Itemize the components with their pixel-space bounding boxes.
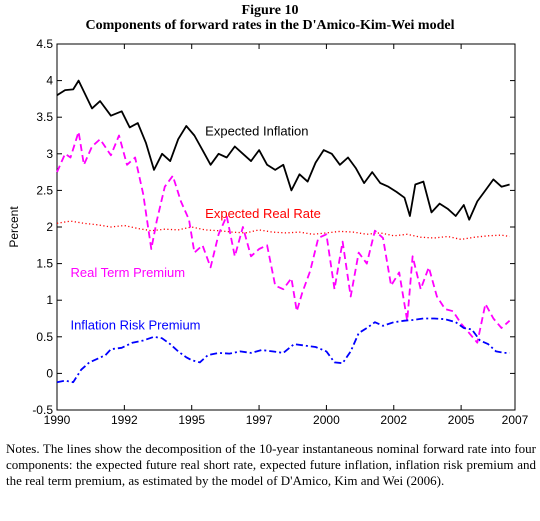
x-tick-label: 1995 (178, 413, 205, 427)
figure-number: Figure 10 (241, 3, 299, 18)
y-tick-label: 1 (46, 293, 53, 307)
y-tick-label: -0.5 (32, 403, 53, 417)
y-axis-ticks: -0.5 0 0.5 1 1.5 2 2.5 3 3.5 4 4.5 (32, 37, 515, 417)
series-label-expected-inflation: Expected Inflation (205, 124, 308, 139)
plot-frame (56, 43, 516, 411)
y-tick-label: 3 (46, 147, 53, 161)
series-label-real-term-premium: Real Term Premium (70, 265, 185, 280)
figure-title: Components of forward rates in the D'Ami… (85, 18, 455, 33)
x-tick-label: 2005 (448, 413, 475, 427)
y-tick-label: 0.5 (36, 330, 53, 344)
x-tick-label: 1992 (111, 413, 138, 427)
series-label-expected-real-rate: Expected Real Rate (205, 206, 321, 221)
series-line-inflation-risk-premium (56, 317, 510, 384)
y-axis-label: Percent (7, 206, 21, 248)
x-tick-label: 2007 (502, 413, 529, 427)
y-tick-label: 3.5 (36, 110, 53, 124)
y-tick-label: 1.5 (36, 257, 53, 271)
series-line-real-term-premium (56, 130, 511, 344)
figure-notes: Notes. The lines show the decomposition … (6, 441, 536, 488)
x-tick-label: 2000 (313, 413, 340, 427)
series-label-inflation-risk-premium: Inflation Risk Premium (70, 317, 200, 332)
x-tick-label: 1990 (44, 413, 71, 427)
y-tick-label: 2 (46, 220, 53, 234)
line-chart: -0.500.511.522.533.544.5 1990 1992 1995 199… (7, 37, 529, 427)
y-tick-label: 0 (46, 366, 53, 380)
series-line-expected-real-rate (56, 220, 510, 241)
series-lines (56, 79, 511, 384)
y-tick-label: 4 (46, 74, 53, 88)
series-labels: Expected Inflation Expected Real Rate Real… (70, 124, 320, 333)
x-tick-label: 1997 (246, 413, 273, 427)
x-tick-label: 2002 (380, 413, 407, 427)
y-tick-label: 4.5 (36, 37, 53, 51)
series-line-expected-inflation (56, 79, 510, 221)
x-axis-ticks: 1990 1992 1995 1997 2000 2002 2005 2007 (44, 44, 529, 427)
y-tick-label: 2.5 (36, 183, 53, 197)
